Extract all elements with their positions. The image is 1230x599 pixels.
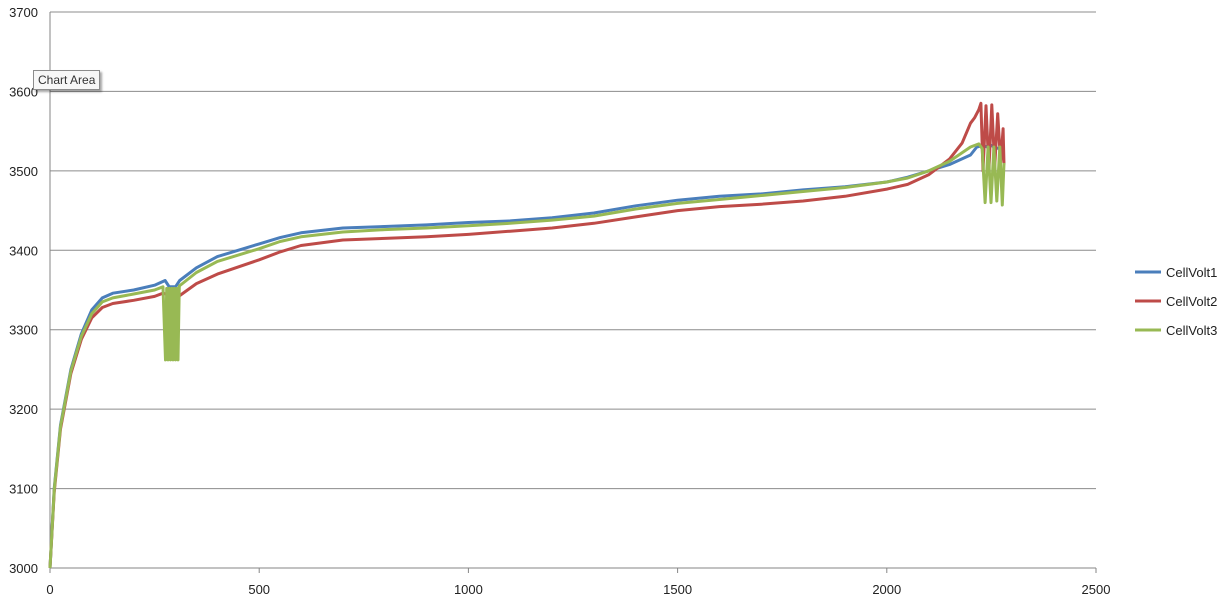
x-tick-label: 2000 (872, 582, 901, 597)
x-tick-label: 0 (46, 582, 53, 597)
series-line-cellvolt1[interactable] (48, 143, 1001, 569)
series-line-cellvolt3[interactable] (48, 142, 1006, 569)
chart-area-tooltip: Chart Area (33, 70, 101, 90)
axes (49, 12, 1097, 573)
y-tick-label: 3300 (9, 323, 38, 338)
x-tick-labels: 0 500 1000 1500 2000 2500 (46, 582, 1110, 597)
y-tick-label: 3700 (9, 5, 38, 20)
legend-label: CellVolt2 (1166, 294, 1217, 309)
legend-label: CellVolt3 (1166, 323, 1217, 338)
y-tick-label: 3100 (9, 482, 38, 497)
x-tick-label: 1500 (663, 582, 692, 597)
legend[interactable]: CellVolt1 CellVolt2 CellVolt3 (1135, 265, 1217, 338)
x-tick-label: 1000 (454, 582, 483, 597)
legend-label: CellVolt1 (1166, 265, 1217, 280)
y-tick-label: 3000 (9, 561, 38, 576)
y-tick-label: 3200 (9, 402, 38, 417)
y-tick-labels: 3000 3100 3200 3300 3400 3500 3600 3700 (9, 5, 38, 576)
y-tick-label: 3600 (9, 84, 38, 99)
y-tick-label: 3500 (9, 164, 38, 179)
y-tick-label: 3400 (9, 243, 38, 258)
series-lines (48, 101, 1006, 569)
x-tick-label: 500 (248, 582, 270, 597)
x-tick-label: 2500 (1082, 582, 1111, 597)
gridlines (50, 11, 1096, 490)
